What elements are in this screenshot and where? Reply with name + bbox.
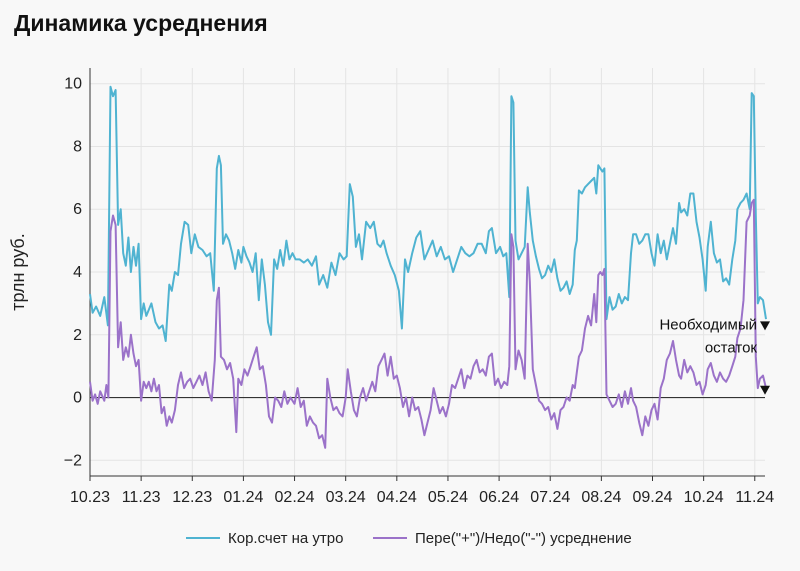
series-line-korschet — [89, 85, 767, 342]
y-tick-label: 6 — [73, 201, 82, 218]
x-tick-label: 03.24 — [326, 489, 366, 506]
x-tick-label: 08.24 — [581, 489, 621, 506]
axes: −2 0 2 4 6 8 10 10.23 11.23 12.23 01.24 02.24 03.24 0… — [8, 68, 774, 506]
y-tick-label: −2 — [64, 452, 82, 469]
marker-triangle — [760, 385, 770, 395]
y-tick-label: 0 — [73, 390, 82, 407]
y-tick-label: 2 — [73, 327, 82, 344]
legend-label-korschet: Кор.счет на утро — [228, 530, 343, 547]
y-axis-title: трлн руб. — [8, 233, 28, 310]
x-tick-label: 02.24 — [275, 489, 315, 506]
x-tick-label: 05.24 — [428, 489, 468, 506]
x-tick-label: 12.23 — [172, 489, 212, 506]
series-line-usrednenie — [89, 198, 767, 449]
x-tick-label: 01.24 — [223, 489, 263, 506]
x-tick-label: 10.23 — [70, 489, 110, 506]
x-tick-label: 09.24 — [632, 489, 672, 506]
y-tick-label: 4 — [73, 264, 82, 281]
legend-label-usrednenie: Пере("+")/Недо("-") усреднение — [415, 530, 632, 547]
annotations: Необходимый остаток — [659, 316, 770, 395]
grid — [89, 68, 765, 476]
x-tick-label: 07.24 — [530, 489, 570, 506]
annotation-text: Необходимый — [659, 316, 757, 333]
y-tick-label: 8 — [73, 138, 82, 155]
marker-triangle — [760, 321, 770, 331]
y-tick-label: 10 — [64, 76, 82, 93]
x-tick-label: 11.24 — [735, 489, 774, 506]
x-tick-label: 10.24 — [684, 489, 724, 506]
x-tick-label: 04.24 — [377, 489, 417, 506]
x-tick-label: 11.23 — [122, 489, 161, 506]
series-lines — [89, 85, 767, 449]
x-tick-label: 06.24 — [479, 489, 519, 506]
legend: Кор.счет на утро Пере("+")/Недо("-") усре… — [186, 530, 632, 547]
annotation-text: остаток — [705, 339, 758, 356]
chart-title: Динамика усреднения — [14, 10, 268, 36]
